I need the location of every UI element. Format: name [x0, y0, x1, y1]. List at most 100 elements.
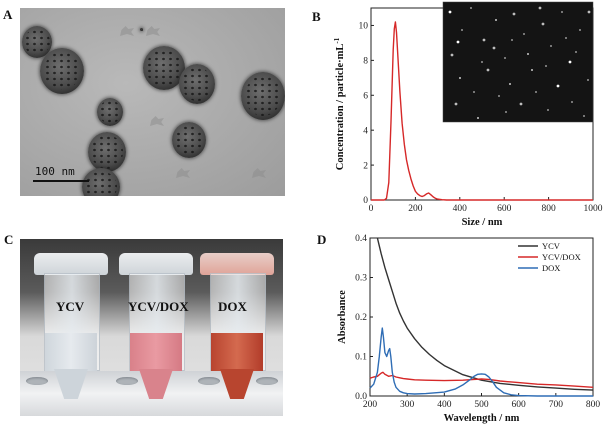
y-tick-label: 0.0	[355, 392, 367, 402]
tube-label-dox: DOX	[218, 299, 247, 314]
nta-spot	[587, 10, 591, 14]
x-tick-label: 200	[363, 400, 378, 410]
nanoparticle	[172, 122, 206, 158]
x-tick-label: 700	[549, 400, 564, 410]
series-line-ycv	[376, 237, 594, 391]
nta-spot	[482, 38, 486, 42]
x-tick-label: 400	[453, 204, 468, 214]
nta-spot	[481, 61, 483, 63]
tube-cap	[34, 253, 108, 275]
x-tick-label: 400	[437, 400, 452, 410]
scale-bar	[33, 180, 89, 182]
nanoparticle	[97, 98, 123, 126]
y-tick-label: 0.3	[355, 274, 367, 284]
tube-label-ycv: YCV	[56, 299, 85, 314]
nta-spot	[579, 29, 581, 31]
nta-spot	[512, 12, 516, 16]
series-line-dox	[369, 327, 593, 397]
x-tick-label: 0	[369, 204, 374, 214]
nta-spot	[470, 7, 472, 9]
nta-spot	[523, 33, 525, 35]
tube-cap	[119, 253, 193, 275]
tube-label-ycv-dox: YCV/DOX	[128, 299, 189, 314]
nanoparticle	[40, 48, 84, 94]
x-tick-label: 300	[400, 400, 415, 410]
y-axis-label-sup: -1	[333, 37, 341, 43]
nta-spot	[571, 101, 573, 103]
x-tick-label: 800	[541, 204, 556, 214]
nta-spot	[550, 45, 552, 47]
scale-bar-label: 100 nm	[35, 165, 75, 178]
y-tick-label: 8	[363, 57, 368, 67]
nta-spot	[545, 65, 547, 67]
tube-liquid	[130, 333, 182, 371]
nanoparticle	[22, 26, 52, 58]
panel-d-letter: D	[317, 232, 327, 247]
legend-label: DOX	[542, 263, 560, 273]
y-axis-label: Concentration / particle·mL-1	[333, 37, 346, 170]
tube-tip	[220, 369, 254, 399]
nta-spot	[454, 102, 458, 106]
nta-spot	[498, 95, 500, 97]
nta-spot	[587, 79, 589, 81]
tem-micrograph: 100 nm	[20, 8, 285, 196]
nta-spot	[561, 11, 563, 13]
nta-spot	[473, 91, 475, 93]
x-tick-label: 200	[408, 204, 423, 214]
x-tick-label: 600	[512, 400, 527, 410]
tube-tip	[139, 369, 173, 399]
series-line-ycv-dox	[369, 371, 594, 388]
tubes-photo: YCV YCV/DOX DOX	[20, 239, 283, 416]
nta-spot	[461, 29, 463, 31]
nta-spot	[492, 46, 496, 50]
rack-hole	[116, 377, 138, 385]
nta-spot	[495, 19, 497, 21]
nta-spot	[519, 102, 523, 106]
nta-spot	[583, 115, 585, 117]
debris	[120, 26, 134, 36]
debris	[150, 116, 164, 126]
y-tick-label: 0.4	[355, 234, 367, 244]
nta-spot	[547, 109, 549, 111]
nanoparticle	[82, 168, 120, 196]
y-tick-label: 6	[363, 91, 368, 101]
nanoparticle	[88, 132, 126, 172]
tube-dox	[200, 253, 274, 403]
nta-spot	[538, 6, 542, 10]
x-tick-label: 600	[497, 204, 512, 214]
nta-spot	[531, 69, 533, 71]
tube-ycv-dox	[119, 253, 193, 403]
rack-hole	[198, 377, 220, 385]
series-line-0	[371, 21, 593, 201]
tube-cap	[200, 253, 274, 275]
nta-spot	[511, 39, 513, 41]
size-distribution-chart: 0 200 400 600 800 1000 0 2 4 6 8 10 Size / nm Concent…	[333, 1, 603, 225]
nanoparticle	[179, 64, 215, 104]
nta-spot	[527, 53, 529, 55]
x-axis-label: Size / nm	[462, 217, 503, 225]
x-tick-label: 1000	[584, 204, 603, 214]
nta-spot	[556, 84, 560, 88]
nta-spot	[459, 77, 461, 79]
rack-hole	[26, 377, 48, 385]
x-tick-label: 500	[474, 400, 489, 410]
nta-spot	[575, 51, 577, 53]
nta-spot	[505, 111, 507, 113]
panel-c-letter: C	[4, 232, 14, 247]
debris	[176, 168, 190, 178]
y-tick-label: 0.1	[355, 353, 367, 363]
legend-label: YCV	[542, 241, 561, 251]
nta-inset-image	[443, 2, 593, 122]
nanoparticle	[143, 46, 185, 90]
y-axis-label: Absorbance	[337, 290, 348, 344]
y-tick-label: 0.2	[355, 313, 367, 323]
panel-a-letter: A	[3, 7, 13, 22]
legend-label: YCV/DOX	[542, 252, 581, 262]
debris	[252, 168, 266, 178]
nta-spot	[448, 10, 452, 14]
dot	[140, 28, 143, 31]
nta-spot	[456, 40, 460, 44]
x-axis-label: Wavelength / nm	[444, 413, 520, 424]
nta-spot	[486, 68, 490, 72]
y-tick-label: 2	[363, 161, 368, 171]
